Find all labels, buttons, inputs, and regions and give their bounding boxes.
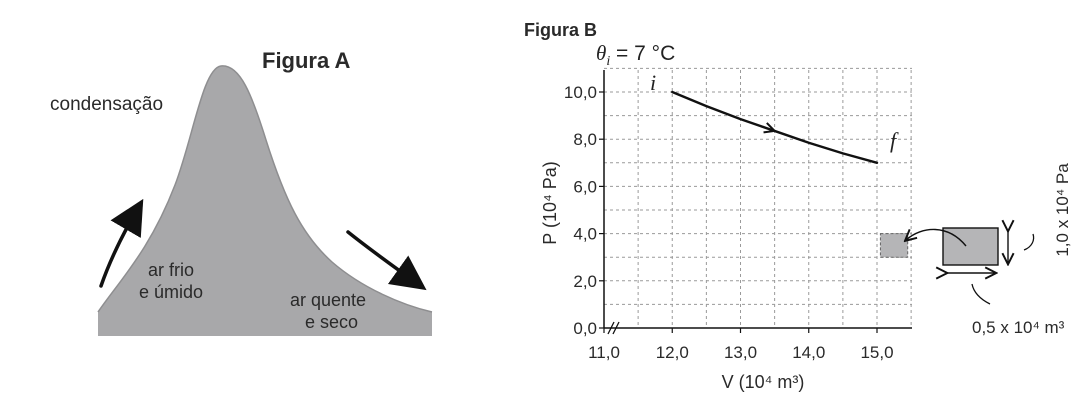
unit-area-rect bbox=[879, 233, 909, 258]
chart-grid bbox=[604, 67, 912, 328]
end-point-label: f bbox=[890, 128, 899, 153]
scale-height-label: 1,0 x 10⁴ Pa bbox=[1053, 163, 1072, 257]
x-tick-label: 14,0 bbox=[792, 343, 825, 362]
theta-label: θi = 7 °C bbox=[596, 41, 675, 69]
x-tick-labels: 11,0 12,0 13,0 14,0 15,0 bbox=[588, 343, 893, 362]
theta-value: = 7 °C bbox=[610, 42, 675, 65]
y-tick-label: 6,0 bbox=[573, 177, 597, 196]
cold-air-label-line2: e úmido bbox=[139, 282, 203, 302]
y-tick-label: 0,0 bbox=[573, 319, 597, 338]
height-pointer-hook bbox=[1023, 233, 1035, 251]
mountain-shape bbox=[98, 65, 432, 336]
warm-air-label-line1: ar quente bbox=[290, 290, 366, 310]
unit-area-cell bbox=[879, 233, 909, 258]
y-tick-label: 2,0 bbox=[573, 272, 597, 291]
arrow-down-icon bbox=[346, 230, 427, 291]
figure-a-title: Figura A bbox=[262, 48, 351, 73]
condensation-label: condensação bbox=[50, 94, 163, 115]
x-tick-label: 11,0 bbox=[588, 343, 620, 362]
mountain-outline bbox=[97, 65, 433, 313]
y-axis-label: P (10⁴ Pa) bbox=[540, 161, 560, 244]
y-tick-labels: 0,0 2,0 4,0 6,0 8,0 10,0 bbox=[564, 83, 597, 338]
process-curve-group bbox=[671, 90, 879, 165]
x-tick-label: 13,0 bbox=[724, 343, 757, 362]
y-tick-label: 10,0 bbox=[564, 83, 597, 102]
figure-b: Figura B θi = 7 °C 11,0 12,0 13,0 14,0 15,0 … bbox=[524, 20, 1072, 392]
svg-text:θi = 7 °C: θi = 7 °C bbox=[596, 41, 675, 69]
warm-air-label-line2: e seco bbox=[305, 312, 358, 332]
start-point-label: i bbox=[650, 70, 656, 95]
axis-break-mark bbox=[607, 321, 620, 335]
figure-a: Figura A condensação ar frio e úmido ar … bbox=[50, 48, 433, 336]
scale-width-label: 0,5 x 10⁴ m³ bbox=[972, 318, 1065, 337]
x-axis-label: V (10⁴ m³) bbox=[722, 372, 805, 392]
curved-arrow-icon bbox=[906, 228, 967, 247]
y-tick-label: 4,0 bbox=[573, 225, 597, 244]
width-pointer-hook bbox=[971, 283, 991, 305]
y-tick-label: 8,0 bbox=[573, 130, 597, 149]
x-tick-label: 15,0 bbox=[860, 343, 893, 362]
direction-arrow-icon bbox=[763, 122, 777, 134]
arrow-up-icon bbox=[99, 198, 144, 288]
x-tick-label: 12,0 bbox=[656, 343, 689, 362]
theta-symbol: θ bbox=[596, 41, 606, 65]
chart-axes bbox=[599, 70, 912, 335]
cold-air-label-line1: ar frio bbox=[148, 260, 194, 280]
figure-b-title: Figura B bbox=[524, 20, 597, 40]
theta-subscript: i bbox=[606, 54, 610, 69]
